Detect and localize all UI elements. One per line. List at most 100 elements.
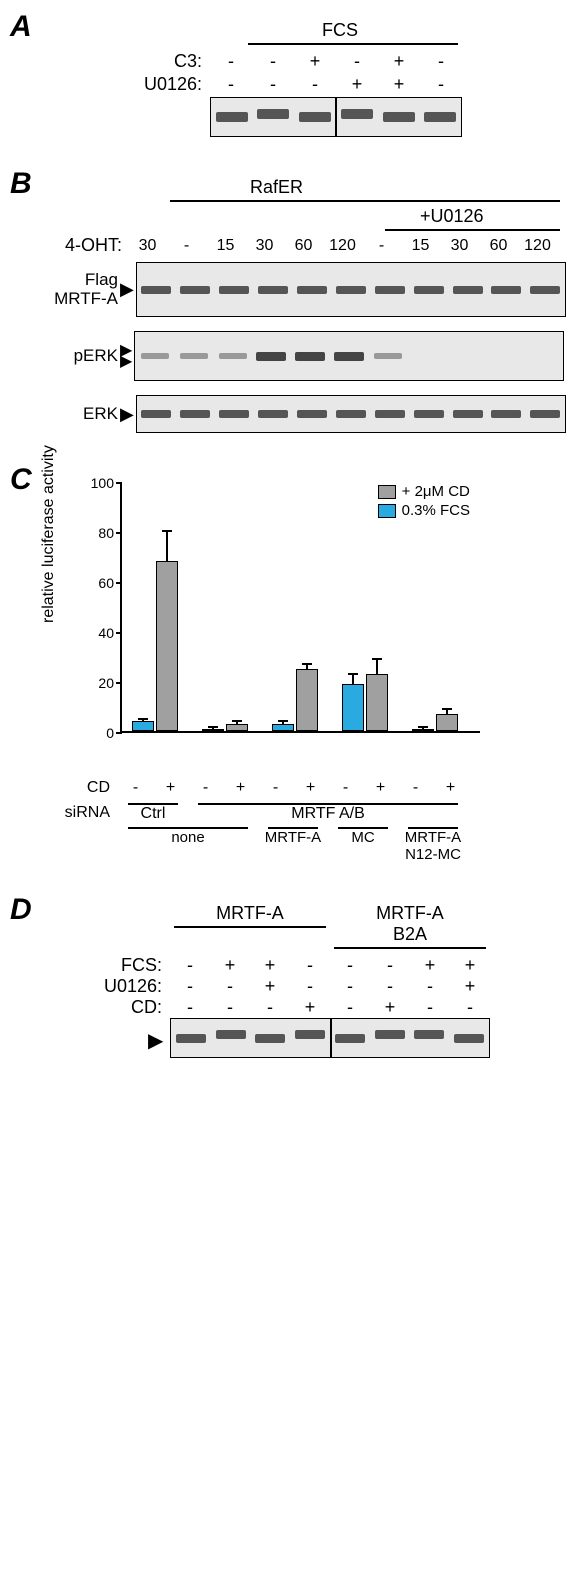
condition-cell: - bbox=[252, 51, 294, 72]
panel-c-chart: relative luciferase activity + 2μM CD 0.… bbox=[80, 473, 510, 773]
ytick-label: 40 bbox=[88, 625, 114, 641]
bar-fcs bbox=[132, 721, 154, 731]
timepoint-cell: 60 bbox=[284, 237, 323, 255]
timepoint-cell: - bbox=[167, 237, 206, 255]
blot-row: Flag MRTF-A▶ bbox=[50, 262, 574, 317]
condition-cell: - bbox=[420, 51, 462, 72]
condition-row: U0126:---++- bbox=[80, 74, 574, 95]
timepoint-cell: 60 bbox=[479, 237, 518, 255]
cd-cell: + bbox=[153, 779, 188, 797]
condition-cell: + bbox=[370, 997, 410, 1018]
condition-cell: - bbox=[330, 976, 370, 997]
bar-fcs bbox=[342, 684, 364, 732]
panel-c-legend: + 2μM CD 0.3% FCS bbox=[378, 483, 470, 521]
sirna-group-ctrl: Ctrl bbox=[118, 805, 188, 823]
condition-row: U0126:--+----+ bbox=[50, 976, 574, 997]
condition-cell: + bbox=[290, 997, 330, 1018]
condition-cell: - bbox=[336, 51, 378, 72]
condition-cell: - bbox=[450, 997, 490, 1018]
condition-cell: + bbox=[410, 955, 450, 976]
bar-cd bbox=[156, 561, 178, 731]
condition-cell: + bbox=[294, 51, 336, 72]
ytick-label: 0 bbox=[88, 725, 114, 741]
legend-label-fcs: 0.3% FCS bbox=[402, 502, 470, 519]
panel-d-label: D bbox=[10, 893, 32, 927]
cd-cell: + bbox=[363, 779, 398, 797]
ytick-label: 80 bbox=[88, 525, 114, 541]
panel-d-col1: MRTF-A bbox=[170, 903, 330, 924]
bar-fcs bbox=[202, 729, 224, 732]
condition-cell: + bbox=[450, 955, 490, 976]
condition-row: CD:---+-+-- bbox=[50, 997, 574, 1018]
bar-cd bbox=[436, 714, 458, 732]
timepoint-cell: 30 bbox=[440, 237, 479, 255]
condition-cell: + bbox=[210, 955, 250, 976]
panel-c-plot-area: + 2μM CD 0.3% FCS 020406080100 bbox=[120, 483, 480, 733]
condition-cell: - bbox=[290, 976, 330, 997]
arrow-icon: ▶▶ bbox=[120, 345, 134, 367]
bar-fcs bbox=[412, 729, 434, 732]
condition-cell: - bbox=[170, 976, 210, 997]
condition-cell: - bbox=[210, 997, 250, 1018]
condition-cell: - bbox=[210, 74, 252, 95]
condition-cell: - bbox=[250, 997, 290, 1018]
timepoint-cell: 120 bbox=[518, 237, 557, 255]
timepoint-cell: 15 bbox=[206, 237, 245, 255]
cd-cell: - bbox=[258, 779, 293, 797]
panel-c: C relative luciferase activity + 2μM CD … bbox=[10, 463, 574, 863]
cd-cell: - bbox=[328, 779, 363, 797]
panel-c-cd-label: CD bbox=[30, 779, 118, 797]
bar-cd bbox=[366, 674, 388, 732]
panel-b-header: RafER bbox=[250, 177, 574, 198]
condition-cell: - bbox=[420, 74, 462, 95]
panel-b: B RafER +U0126 4-OHT: 30-153060120-15306… bbox=[10, 167, 574, 433]
ytick-label: 60 bbox=[88, 575, 114, 591]
western-blot bbox=[136, 395, 566, 433]
bar-cd bbox=[226, 724, 248, 732]
condition-cell: - bbox=[410, 976, 450, 997]
cd-cell: + bbox=[433, 779, 468, 797]
condition-label: FCS: bbox=[50, 955, 170, 976]
condition-cell: - bbox=[252, 74, 294, 95]
panel-b-label: B bbox=[10, 167, 32, 201]
condition-cell: - bbox=[210, 976, 250, 997]
construct-mrtfa: MRTF-A bbox=[258, 829, 328, 846]
condition-label: CD: bbox=[50, 997, 170, 1018]
panel-b-time-row: 4-OHT: 30-153060120-153060120 bbox=[50, 235, 574, 256]
condition-cell: + bbox=[250, 976, 290, 997]
panel-a-blot bbox=[210, 97, 462, 137]
panel-b-u0126-label: +U0126 bbox=[420, 206, 574, 227]
panel-d: D MRTF-A MRTF-A B2A FCS:-++---++U0126:--… bbox=[10, 893, 574, 1058]
blot-label: ERK bbox=[50, 405, 120, 424]
blot-row: pERK▶▶ bbox=[50, 331, 574, 381]
panel-a-header: FCS bbox=[200, 20, 480, 41]
legend-swatch-fcs bbox=[378, 504, 396, 518]
panel-a: A FCS C3:--+-+-U0126:---++- bbox=[10, 10, 574, 137]
timepoint-cell: 120 bbox=[323, 237, 362, 255]
panel-b-time-label: 4-OHT: bbox=[50, 235, 128, 256]
panel-a-label: A bbox=[10, 10, 32, 44]
condition-cell: + bbox=[450, 976, 490, 997]
timepoint-cell: 30 bbox=[245, 237, 284, 255]
condition-cell: - bbox=[210, 51, 252, 72]
condition-cell: - bbox=[170, 997, 210, 1018]
condition-row: FCS:-++---++ bbox=[50, 955, 574, 976]
panel-c-ylabel: relative luciferase activity bbox=[40, 445, 58, 623]
blot-row: ERK▶ bbox=[50, 395, 574, 433]
panel-d-arrow-icon: ▶ bbox=[148, 1028, 163, 1053]
condition-cell: - bbox=[330, 955, 370, 976]
condition-row: C3:--+-+- bbox=[80, 51, 574, 72]
legend-item-cd: + 2μM CD bbox=[378, 483, 470, 500]
western-blot bbox=[134, 331, 564, 381]
condition-label: U0126: bbox=[80, 74, 210, 95]
condition-label: U0126: bbox=[50, 976, 170, 997]
timepoint-cell: - bbox=[362, 237, 401, 255]
ytick-label: 100 bbox=[88, 475, 114, 491]
construct-mc: MC bbox=[328, 829, 398, 846]
condition-cell: - bbox=[294, 74, 336, 95]
condition-cell: - bbox=[170, 955, 210, 976]
condition-cell: + bbox=[336, 74, 378, 95]
construct-none: none bbox=[118, 829, 258, 846]
panel-b-u0126-bar bbox=[385, 229, 560, 231]
panel-d-blot bbox=[170, 1018, 490, 1058]
